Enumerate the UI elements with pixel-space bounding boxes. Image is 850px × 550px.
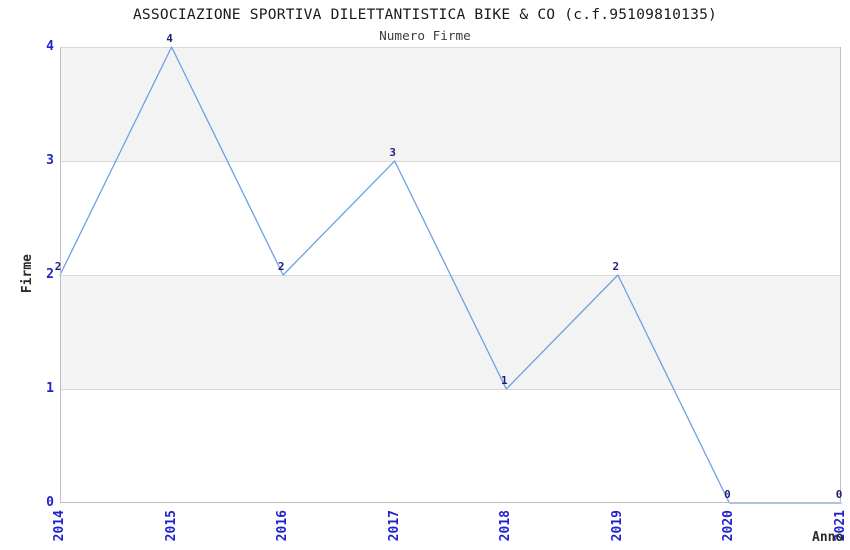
data-label-2018: 1 (500, 374, 508, 387)
gridline-y-4 (60, 47, 841, 48)
data-label-2021: 0 (835, 488, 843, 501)
line-series-svg (59, 46, 842, 504)
line-series (59, 46, 842, 504)
y-tick-3: 3 (46, 153, 54, 168)
data-label-2015: 4 (166, 32, 173, 45)
frame-left (60, 47, 61, 503)
band-1-2 (60, 275, 841, 389)
x-tick-2019: 2019 (609, 510, 625, 542)
y-tick-2: 2 (46, 267, 54, 282)
band-2-3 (60, 161, 841, 275)
y-tick-4: 4 (46, 39, 54, 54)
gridline-y-1 (60, 389, 841, 390)
band-3-4 (60, 47, 841, 161)
y-axis-title: Firme (20, 254, 35, 294)
x-axis-title: Anno (812, 530, 844, 545)
frame-bottom (60, 502, 841, 503)
data-label-2020: 0 (724, 488, 731, 501)
x-tick-2020: 2020 (721, 510, 737, 542)
data-label-2016: 2 (277, 260, 285, 273)
x-tick-2014: 2014 (52, 510, 67, 542)
gridline-y-3 (60, 161, 841, 162)
x-tick-2017: 2017 (386, 510, 402, 542)
chart-title: ASSOCIAZIONE SPORTIVA DILETTANTISTICA BI… (132, 6, 718, 23)
band-0-1 (60, 389, 841, 503)
y-tick-1: 1 (46, 381, 54, 396)
x-tick-2015: 2015 (163, 510, 179, 542)
data-label-2017: 3 (389, 146, 397, 159)
x-tick-2016: 2016 (275, 510, 291, 542)
data-label-2019: 2 (612, 260, 620, 273)
frame-right (840, 47, 841, 503)
y-tick-0: 0 (46, 495, 54, 510)
chart-subtitle: Numero Firme (379, 28, 471, 43)
x-tick-2018: 2018 (498, 510, 514, 542)
data-label-2014: 2 (54, 260, 62, 273)
